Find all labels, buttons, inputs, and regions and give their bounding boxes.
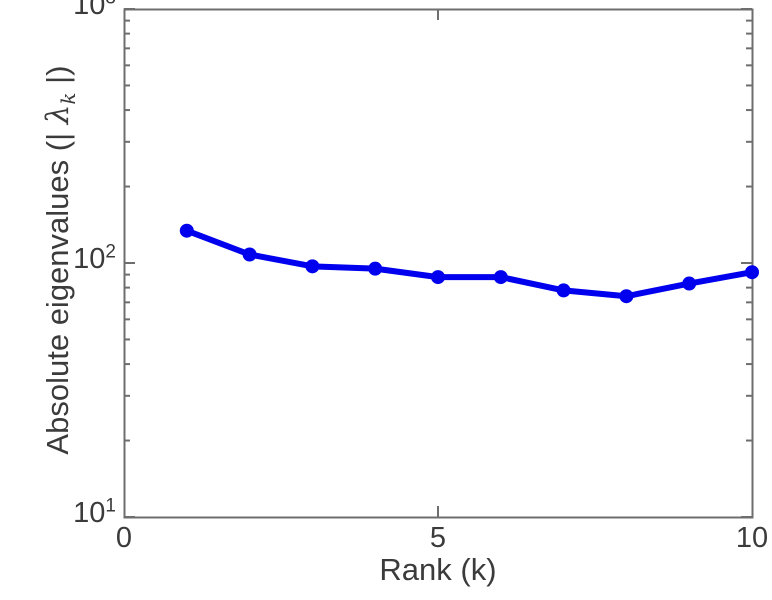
axis-box [123,8,754,519]
x-tick-label: 0 [115,522,133,554]
data-series-line [183,227,755,300]
data-point-marker [305,259,320,274]
data-point-marker [431,270,445,285]
data-point-marker [682,276,697,291]
data-point-marker [242,247,257,262]
x-tick-label: 5 [429,522,447,554]
data-point-marker [745,265,759,280]
x-axis-label: Rank (k) [379,552,497,587]
data-point-marker [493,270,508,285]
plot-border [123,8,754,519]
series-polyline [183,227,755,300]
x-tick-label: 10 [735,522,769,554]
data-point-marker [179,223,194,238]
data-series-markers [179,223,759,304]
data-point-marker [368,261,383,276]
axis-ticks [124,8,752,518]
data-point-marker [556,283,571,298]
data-point-marker [619,289,634,304]
